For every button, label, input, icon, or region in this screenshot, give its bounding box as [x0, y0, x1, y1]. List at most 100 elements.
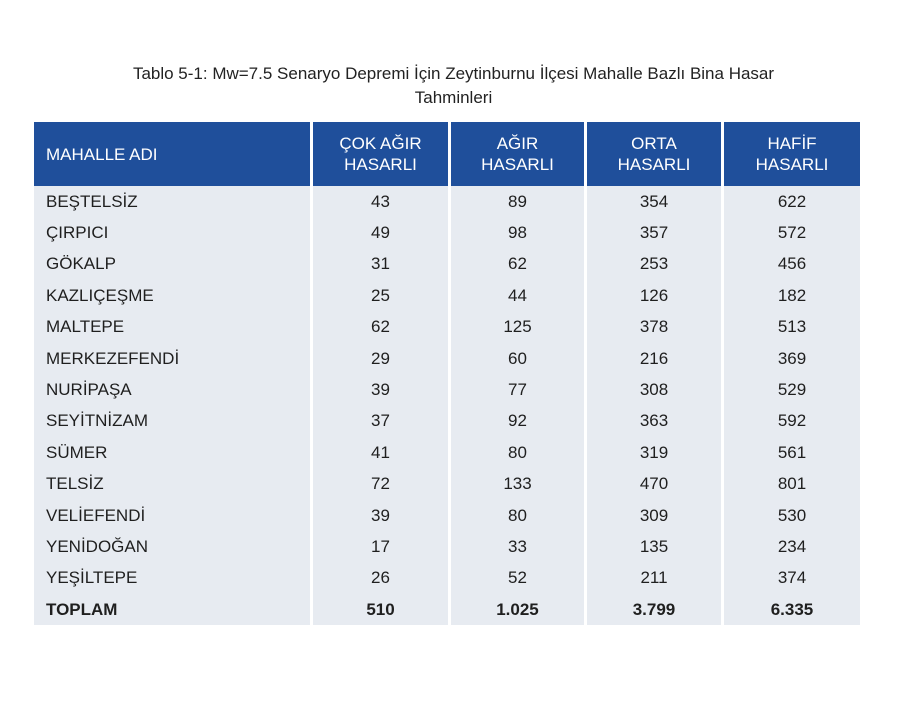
total-heavy-cell: 1.025: [451, 594, 587, 626]
neighborhood-name-cell: GÖKALP: [34, 248, 313, 281]
neighborhood-name-cell: VELİEFENDİ: [34, 499, 313, 532]
total-moderate-cell: 3.799: [587, 594, 724, 626]
light-cell: 592: [724, 405, 860, 438]
header-neighborhood-name: MAHALLE ADI: [34, 122, 313, 186]
moderate-cell: 253: [587, 248, 724, 281]
light-cell: 529: [724, 374, 860, 406]
table-row: GÖKALP 31 62 253 456: [34, 248, 860, 281]
neighborhood-name-cell: MALTEPE: [34, 311, 313, 343]
light-cell: 234: [724, 531, 860, 563]
light-cell: 622: [724, 186, 860, 218]
total-very-heavy-cell: 510: [313, 594, 451, 626]
moderate-cell: 135: [587, 531, 724, 563]
heavy-cell: 52: [451, 562, 587, 595]
neighborhood-name-cell: KAZLIÇEŞME: [34, 280, 313, 312]
total-light-cell: 6.335: [724, 594, 860, 626]
caption-line-2: Tahminleri: [414, 88, 493, 107]
very-heavy-cell: 25: [313, 280, 451, 312]
heavy-cell: 133: [451, 468, 587, 500]
moderate-cell: 216: [587, 342, 724, 375]
very-heavy-cell: 62: [313, 311, 451, 343]
header-heavy-damage: AĞIR HASARLI: [451, 122, 587, 186]
neighborhood-name-cell: TELSİZ: [34, 468, 313, 500]
neighborhood-name-cell: YENİDOĞAN: [34, 531, 313, 563]
header-line: HASARLI: [481, 155, 554, 174]
moderate-cell: 354: [587, 186, 724, 218]
moderate-cell: 470: [587, 468, 724, 500]
header-line: HASARLI: [755, 155, 829, 174]
moderate-cell: 309: [587, 499, 724, 532]
table-total-row: TOPLAM 510 1.025 3.799 6.335: [34, 594, 860, 626]
light-cell: 369: [724, 342, 860, 375]
light-cell: 182: [724, 280, 860, 312]
neighborhood-name-cell: BEŞTELSİZ: [34, 186, 313, 218]
very-heavy-cell: 31: [313, 248, 451, 281]
table-row: SEYİTNİZAM 37 92 363 592: [34, 405, 860, 438]
moderate-cell: 308: [587, 374, 724, 406]
moderate-cell: 363: [587, 405, 724, 438]
light-cell: 374: [724, 562, 860, 595]
header-line: ÇOK AĞIR: [339, 134, 422, 153]
heavy-cell: 89: [451, 186, 587, 218]
light-cell: 572: [724, 217, 860, 249]
table-row: MALTEPE 62 125 378 513: [34, 311, 860, 343]
header-line: HASARLI: [344, 155, 417, 174]
header-line: HASARLI: [617, 155, 691, 174]
total-label-cell: TOPLAM: [34, 594, 313, 626]
very-heavy-cell: 41: [313, 437, 451, 469]
table-row: VELİEFENDİ 39 80 309 530: [34, 499, 860, 532]
moderate-cell: 378: [587, 311, 724, 343]
neighborhood-name-cell: SEYİTNİZAM: [34, 405, 313, 438]
header-line: ORTA: [631, 134, 677, 153]
heavy-cell: 77: [451, 374, 587, 406]
header-moderate-damage: ORTA HASARLI: [587, 122, 724, 186]
very-heavy-cell: 72: [313, 468, 451, 500]
heavy-cell: 33: [451, 531, 587, 563]
very-heavy-cell: 29: [313, 342, 451, 375]
table-caption: Tablo 5-1: Mw=7.5 Senaryo Depremi İçin Z…: [40, 62, 867, 110]
table-row: TELSİZ 72 133 470 801: [34, 468, 860, 500]
table-row: YENİDOĞAN 17 33 135 234: [34, 531, 860, 563]
neighborhood-name-cell: SÜMER: [34, 437, 313, 469]
neighborhood-name-cell: YEŞİLTEPE: [34, 562, 313, 595]
caption-line-1: Tablo 5-1: Mw=7.5 Senaryo Depremi İçin Z…: [132, 64, 775, 83]
very-heavy-cell: 26: [313, 562, 451, 595]
light-cell: 801: [724, 468, 860, 500]
very-heavy-cell: 39: [313, 374, 451, 406]
heavy-cell: 92: [451, 405, 587, 438]
moderate-cell: 357: [587, 217, 724, 249]
table-row: BEŞTELSİZ 43 89 354 622: [34, 186, 860, 218]
neighborhood-name-cell: ÇIRPICI: [34, 217, 313, 249]
moderate-cell: 211: [587, 562, 724, 595]
heavy-cell: 98: [451, 217, 587, 249]
very-heavy-cell: 17: [313, 531, 451, 563]
neighborhood-name-cell: NURİPAŞA: [34, 374, 313, 406]
very-heavy-cell: 37: [313, 405, 451, 438]
header-very-heavy-damage: ÇOK AĞIR HASARLI: [313, 122, 451, 186]
very-heavy-cell: 49: [313, 217, 451, 249]
very-heavy-cell: 43: [313, 186, 451, 218]
moderate-cell: 126: [587, 280, 724, 312]
header-light-damage: HAFİF HASARLI: [724, 122, 860, 186]
heavy-cell: 80: [451, 437, 587, 469]
heavy-cell: 80: [451, 499, 587, 532]
light-cell: 513: [724, 311, 860, 343]
very-heavy-cell: 39: [313, 499, 451, 532]
heavy-cell: 44: [451, 280, 587, 312]
header-line: HAFİF: [767, 134, 817, 153]
table-row: SÜMER 41 80 319 561: [34, 437, 860, 469]
table-row: NURİPAŞA 39 77 308 529: [34, 374, 860, 406]
table-row: MERKEZEFENDİ 29 60 216 369: [34, 342, 860, 375]
header-line: AĞIR: [496, 134, 539, 153]
table-row: ÇIRPICI 49 98 357 572: [34, 217, 860, 249]
table-row: KAZLIÇEŞME 25 44 126 182: [34, 280, 860, 312]
table-row: YEŞİLTEPE 26 52 211 374: [34, 562, 860, 595]
table-header-row: MAHALLE ADI ÇOK AĞIR HASARLI AĞIR HASARL…: [34, 122, 860, 186]
moderate-cell: 319: [587, 437, 724, 469]
heavy-cell: 125: [451, 311, 587, 343]
damage-estimate-table: MAHALLE ADI ÇOK AĞIR HASARLI AĞIR HASARL…: [34, 122, 860, 626]
heavy-cell: 60: [451, 342, 587, 375]
light-cell: 456: [724, 248, 860, 281]
heavy-cell: 62: [451, 248, 587, 281]
light-cell: 561: [724, 437, 860, 469]
